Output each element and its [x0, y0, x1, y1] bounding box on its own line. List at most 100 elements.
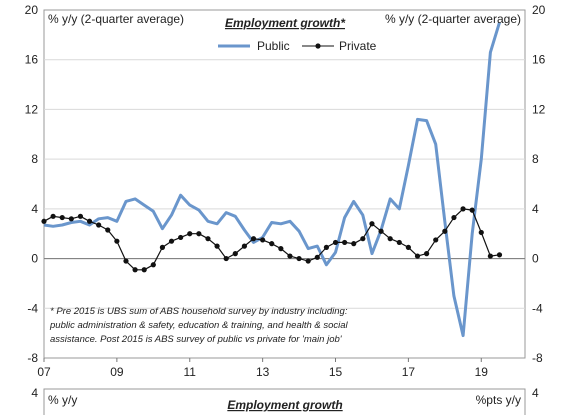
data-point-private — [241, 243, 248, 249]
next-chart-top-tick-left: 4 — [31, 386, 38, 400]
data-point-private — [396, 239, 402, 246]
legend-label-private: Private — [339, 39, 377, 53]
legend: Public Private — [218, 39, 377, 53]
data-point-private — [387, 236, 393, 242]
y-axis-left-label: % y/y (2-quarter average) — [48, 12, 184, 26]
next-chart-ylabel-right: %pts y/y — [476, 393, 521, 407]
y-tick-label-left: 16 — [25, 53, 39, 67]
data-point-private — [123, 258, 129, 264]
data-point-private — [342, 239, 348, 246]
data-point-private — [287, 253, 293, 259]
footnote-line-1: * Pre 2015 is UBS sum of ABS household s… — [50, 306, 348, 317]
data-point-private — [86, 218, 93, 224]
y-axis-right-label: % y/y (2-quarter average) — [385, 12, 521, 26]
data-point-private — [478, 229, 484, 236]
x-tick-label: 19 — [475, 365, 489, 379]
series-line-public — [43, 21, 501, 338]
data-point-private — [178, 234, 184, 241]
y-tick-label-left: 0 — [31, 252, 38, 266]
data-point-private — [314, 254, 320, 260]
data-point-private — [332, 239, 339, 246]
y-axis-right: 20 16 12 8 4 0 -4 -8 — [532, 3, 546, 365]
data-point-private — [451, 214, 457, 221]
data-point-private — [433, 237, 439, 243]
data-point-private — [442, 228, 448, 234]
next-chart-title: Employment growth — [227, 398, 342, 412]
chart-title: Employment growth* — [225, 16, 346, 30]
data-point-private — [487, 253, 493, 259]
y-tick-label-left: 4 — [31, 202, 38, 216]
data-point-private — [223, 255, 229, 262]
y-tick-label-left: 20 — [25, 3, 39, 17]
data-point-private — [168, 238, 175, 244]
y-tick-label-right: 4 — [532, 202, 539, 216]
y-tick-label-right: 8 — [532, 152, 539, 166]
y-tick-label-left: 8 — [31, 152, 38, 166]
y-tick-label-left: 12 — [25, 102, 39, 116]
next-chart-ylabel-left: % y/y — [48, 393, 77, 407]
y-tick-label-right: 0 — [532, 252, 539, 266]
data-point-private — [496, 252, 503, 258]
x-tick-label: 09 — [110, 365, 124, 379]
next-chart-top-tick-right: 4 — [532, 386, 539, 400]
data-point-private — [369, 221, 375, 227]
next-chart-frame — [43, 388, 526, 415]
data-point-private — [141, 267, 147, 273]
x-tick-label: 11 — [184, 365, 197, 379]
data-point-private — [278, 246, 284, 252]
data-point-private — [150, 262, 156, 268]
y-tick-label-right: 20 — [532, 3, 546, 17]
series-layer — [41, 21, 503, 338]
y-tick-label-left: -8 — [27, 351, 38, 365]
x-axis: 07 09 11 13 15 17 19 — [37, 358, 488, 379]
data-point-private — [424, 251, 430, 257]
y-tick-label-left: -4 — [27, 301, 38, 315]
data-point-private — [41, 218, 47, 224]
y-tick-label-right: 12 — [532, 102, 546, 116]
plot-area — [43, 9, 526, 359]
data-point-private — [269, 241, 275, 247]
data-point-private — [187, 231, 193, 237]
next-chart-header: 4 4 % y/y %pts y/y Employment growth — [31, 386, 539, 415]
data-point-private — [460, 206, 466, 212]
data-point-private — [196, 231, 202, 237]
x-tick-label: 15 — [329, 365, 343, 379]
x-tick-label: 07 — [37, 365, 51, 379]
data-point-private — [205, 236, 211, 242]
data-point-private — [405, 244, 411, 250]
data-point-private — [77, 213, 84, 219]
data-point-private — [351, 241, 357, 247]
data-point-private — [296, 255, 302, 262]
data-point-private — [68, 216, 74, 222]
y-tick-label-right: 16 — [532, 53, 546, 67]
data-point-private — [132, 267, 138, 273]
data-point-private — [105, 227, 111, 233]
data-point-private — [305, 258, 311, 264]
data-point-private — [50, 213, 56, 219]
data-point-private — [59, 214, 65, 221]
data-point-private — [159, 244, 166, 250]
data-point-private — [96, 222, 102, 228]
data-point-private — [232, 251, 238, 257]
data-point-private — [250, 236, 257, 242]
data-point-private — [469, 207, 475, 213]
legend-label-public: Public — [257, 39, 290, 53]
data-point-private — [360, 236, 366, 242]
footnote-line-3: assistance. Post 2015 is ABS survey of p… — [50, 334, 343, 345]
y-tick-label-right: -8 — [532, 351, 543, 365]
footnote-line-2: public administration & safety, educatio… — [49, 320, 349, 331]
y-axis-left: 20 16 12 8 4 0 -4 -8 — [25, 3, 39, 365]
gridlines — [44, 59, 525, 309]
data-point-private — [378, 228, 384, 234]
x-tick-label: 13 — [256, 365, 270, 379]
data-point-private — [414, 253, 421, 259]
data-point-private — [323, 244, 330, 250]
x-tick-label: 17 — [402, 365, 416, 379]
footnote-annotation: * Pre 2015 is UBS sum of ABS household s… — [49, 306, 349, 345]
data-point-private — [214, 243, 220, 249]
legend-marker-private — [315, 43, 321, 49]
y-tick-label-right: -4 — [532, 301, 543, 315]
data-point-private — [114, 238, 120, 244]
data-point-private — [260, 237, 266, 243]
